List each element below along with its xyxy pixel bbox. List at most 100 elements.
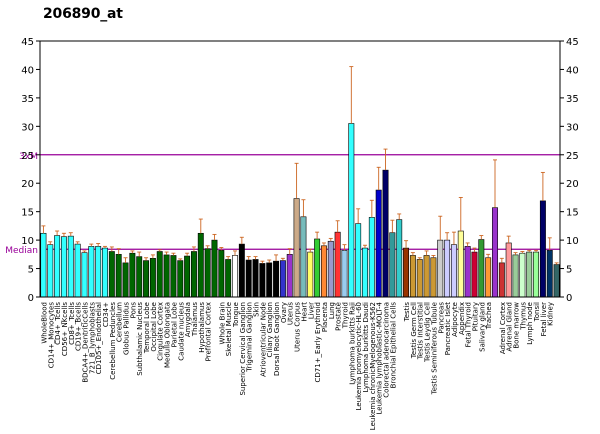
reference-line-label: 3xM	[19, 152, 38, 162]
x-tick-label: Lung	[328, 302, 336, 319]
x-tick-label: Pons	[129, 302, 137, 319]
bar	[450, 244, 457, 298]
x-tick-label: Salivary gland	[478, 302, 486, 352]
x-tick-label: Amygdala	[184, 302, 192, 337]
x-tick-label: Testis	[403, 302, 411, 323]
y-tick-label-left: 30	[21, 122, 34, 133]
x-tick-label: Superior Cervical Ganglion	[239, 302, 247, 396]
bar	[163, 254, 170, 298]
bar	[129, 252, 136, 298]
bar	[156, 251, 163, 298]
x-tick-label: Cingulate Cortex	[157, 302, 165, 361]
x-tick-label: Adrenal Gland	[506, 302, 514, 352]
bar	[362, 247, 368, 298]
bar	[389, 232, 396, 298]
bar	[293, 198, 300, 298]
x-tick-label: Tonsil	[533, 302, 541, 322]
y-tick-label-right: 40	[566, 65, 579, 76]
x-tick-label: Adipocyte	[451, 302, 459, 337]
x-tick-label: CD8+_Tcells	[68, 302, 76, 345]
x-tick-label: Fetal liver	[540, 302, 548, 336]
bar	[471, 251, 478, 298]
x-tick-label: Caudate nucleus	[177, 302, 185, 361]
bar	[67, 235, 74, 298]
bar	[539, 200, 546, 298]
x-tick-label: Pancreas	[437, 302, 445, 334]
bar	[54, 235, 61, 298]
chart-title: 206890_at	[43, 6, 123, 22]
y-tick-label-left: 0	[28, 293, 34, 304]
x-tick-label: Lymphoma burkitts Daudi	[362, 302, 370, 392]
bar	[533, 251, 540, 298]
y-tick-label-right: 0	[566, 293, 572, 304]
bar	[368, 217, 375, 298]
bar	[286, 254, 293, 298]
bar	[95, 246, 102, 298]
x-tick-label: Thyroid	[341, 302, 349, 329]
x-tick-label: Lymphoma burkitts Raji	[348, 302, 356, 385]
x-tick-label: Pituitary	[471, 302, 479, 331]
bar	[279, 260, 286, 298]
y-tick-label-right: 30	[566, 122, 579, 133]
bar	[81, 252, 88, 298]
bar	[553, 264, 560, 298]
x-tick-label: BDCA4+_DentriticCells	[81, 302, 89, 383]
x-tick-label: Thymus	[519, 302, 527, 331]
x-tick-label: Testis Germ Cell	[410, 302, 418, 359]
y-tick-label-right: 25	[566, 151, 579, 162]
x-tick-label: Trigeminal Ganglion	[246, 302, 254, 373]
bar	[102, 247, 108, 298]
bar	[266, 262, 273, 298]
x-tick-label: Ovary	[280, 302, 288, 323]
bar	[375, 189, 382, 298]
x-tick-label: Tongue	[232, 302, 240, 328]
bar	[136, 256, 143, 298]
x-tick-label: Placenta	[321, 302, 329, 332]
x-tick-label: Subthalamic Nucleus	[136, 302, 144, 376]
bar	[149, 258, 156, 298]
x-tick-label: CD71+_Early Erythroid	[314, 302, 322, 382]
x-tick-label: Colorectal adenocarcinoma	[383, 302, 391, 398]
bar	[409, 255, 416, 298]
bar	[88, 246, 95, 298]
x-tick-label: Testis Seminiferous Tubule	[430, 302, 438, 395]
x-tick-label: Testis Leydig Cell	[424, 302, 432, 363]
bar	[444, 239, 451, 298]
x-tick-label: Prostate	[335, 302, 343, 331]
bar	[307, 251, 314, 298]
bar	[170, 255, 177, 298]
bar	[60, 236, 67, 298]
bar	[74, 243, 81, 298]
x-tick-label: Hypothalamus	[198, 302, 206, 353]
bar	[259, 263, 266, 298]
x-tick-label: CD34+	[102, 302, 110, 327]
x-tick-label: Medulla Oblongata	[164, 302, 172, 368]
bar	[430, 257, 437, 298]
bar	[403, 247, 410, 298]
x-tick-label: Appendix	[458, 302, 466, 335]
x-tick-label: Testis Interstitial	[417, 302, 425, 360]
x-tick-label: Uterus	[287, 302, 295, 325]
x-tick-label: Bone marrow	[513, 302, 521, 349]
bar	[115, 254, 122, 298]
bar	[396, 219, 403, 298]
bar	[348, 123, 355, 298]
bar	[320, 245, 327, 298]
bar	[225, 259, 232, 298]
x-tick-label: Skeletal Muscle	[225, 302, 233, 356]
bar	[177, 260, 184, 298]
x-tick-label: CD14+_Monocytes	[47, 302, 55, 369]
bar	[184, 255, 191, 298]
x-tick-label: Globus Pallidus	[123, 302, 131, 355]
bar	[437, 239, 444, 298]
bar	[108, 251, 115, 298]
bar	[218, 250, 225, 298]
bar	[505, 242, 512, 298]
bar	[464, 246, 471, 298]
y-tick-label-left: 45	[21, 37, 34, 48]
x-tick-label: Kidney	[547, 302, 555, 326]
bar	[245, 259, 252, 298]
x-tick-label: Cerebellum	[116, 302, 124, 342]
x-tick-label: CD19+_Bcells	[75, 302, 83, 351]
